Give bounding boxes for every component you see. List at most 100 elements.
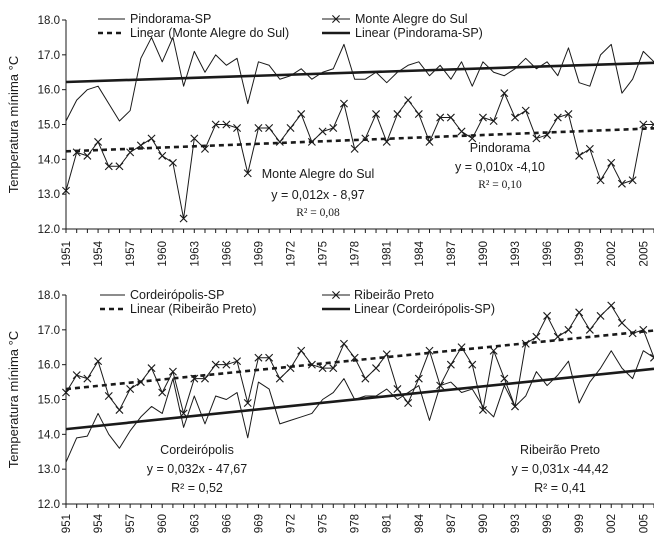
y-axis-title: Temperatura mínima °C [6,331,21,468]
x-marker [83,374,92,383]
legend-label: Pindorama-SP [130,12,211,26]
x-marker [564,325,573,334]
legend-label: Linear (Pindorama-SP) [355,26,483,40]
x-marker [404,96,413,105]
x-marker [265,123,274,132]
x-tick-label: 1999 [574,241,586,267]
x-marker [318,364,327,373]
x-marker [339,339,348,348]
x-tick-label: 987 [446,514,458,533]
x-marker [414,110,423,119]
x-tick-label: 993 [510,514,522,533]
annotation-ribeirao-preto: Ribeirão Preto y = 0,031x -44,42 R² = 0,41 [512,443,609,495]
series-linear-ribeirao-preto [65,329,654,391]
x-tick-label: 005 [638,514,650,533]
x-tick-label: 975 [318,514,330,533]
x-marker [511,402,520,411]
x-marker [446,113,455,122]
legend-label: Ribeirão Preto [354,288,434,302]
x-marker [607,158,616,167]
x-tick-label: 978 [350,514,362,533]
x-marker [254,123,263,132]
legend-item-cordeiropolis-sp: Cordeirópolis-SP [100,288,224,302]
x-marker [168,367,177,376]
x-marker [639,120,648,129]
x-marker [233,357,242,366]
annotation-station: Pindorama [470,141,530,155]
y-tick-label: 15.0 [38,395,60,407]
x-tick-label: 972 [286,514,298,533]
x-marker [318,127,327,136]
x-marker [596,311,605,320]
legend-item-ribeirao-preto: Ribeirão Preto [322,288,434,302]
x-marker [414,374,423,383]
x-marker [83,151,92,160]
annotation-r-squared: R² = 0,52 [171,481,223,495]
x-tick-label: 1972 [286,241,298,267]
annotation-cordeiropolis: Cordeirópolis y = 0,032x - 47,67 R² = 0,52 [147,443,247,495]
x-tick-label: 1996 [542,241,554,267]
y-tick-label: 12.0 [38,224,60,236]
series-monte-alegre-do-sul [62,89,654,223]
x-tick-label: 1993 [510,241,522,267]
x-tick-label: 960 [157,514,169,533]
x-tick-label: 1951 [61,241,73,267]
x-marker [553,113,562,122]
annotation-station: Ribeirão Preto [520,443,600,457]
x-marker [489,346,498,355]
x-marker [72,371,81,380]
x-marker [211,360,220,369]
x-marker [275,374,284,383]
x-tick-label: 1960 [157,241,169,267]
annotation-equation: y = 0,012x - 8,97 [271,188,365,202]
x-marker [457,127,466,136]
x-marker [478,405,487,414]
series-linear-cordeiropolis-sp [65,367,654,431]
x-marker [158,388,167,397]
x-marker [575,151,584,160]
y-tick-label: 16.0 [38,85,60,97]
x-marker [62,186,70,195]
x-marker [436,381,445,390]
x-marker [211,120,220,129]
y-tick-label: 14.0 [38,429,60,441]
annotation-r-squared: R² = 0,41 [534,481,586,495]
x-marker [361,374,370,383]
annotation-station: Cordeirópolis [160,443,234,457]
y-axis-title: Temperatura mínima °C [6,56,21,193]
x-tick-label: 1984 [414,240,426,266]
x-tick-label: 1963 [189,241,201,267]
x-marker [168,158,177,167]
legend: Cordeirópolis-SP Ribeirão Preto Linear (Ri… [100,288,495,316]
y-tick-label: 16.0 [38,360,60,372]
x-marker [339,99,348,108]
x-tick-label: 990 [478,514,490,533]
legend-label: Linear (Ribeirão Preto) [130,302,256,316]
x-marker [596,176,605,185]
x-marker [500,89,509,98]
x-marker [607,301,616,310]
x-marker [329,123,338,132]
x-tick-label: 984 [414,513,426,533]
y-tick-label: 12.0 [38,499,60,511]
x-marker [468,360,477,369]
x-marker [297,346,306,355]
series-line [65,127,654,153]
y-tick-label: 17.0 [38,325,60,337]
legend-item-linear-ribeirao-preto: Linear (Ribeirão Preto) [100,302,256,316]
y-tick-label: 13.0 [38,189,60,201]
x-marker [446,360,455,369]
legend-label: Cordeirópolis-SP [130,288,224,302]
x-marker [404,398,413,407]
x-marker [650,353,654,362]
x-marker [254,353,263,362]
annotation-equation: y = 0,031x -44,42 [512,462,609,476]
x-marker [233,123,242,132]
y-tick-label: 15.0 [38,120,60,132]
x-tick-label: 1966 [221,241,233,267]
x-marker [222,120,231,129]
x-tick-label: 957 [125,514,137,533]
y-tick-label: 18.0 [38,290,60,302]
x-marker [147,364,156,373]
